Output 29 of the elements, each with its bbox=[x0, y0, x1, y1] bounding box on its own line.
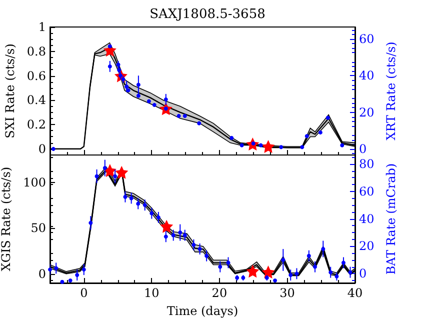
y2-tick-label: 60 bbox=[359, 32, 374, 46]
y-tick-label: 0.4 bbox=[26, 93, 46, 108]
y-tick-label: 0.6 bbox=[26, 68, 46, 83]
y-tick-label: 1 bbox=[38, 20, 46, 34]
y-tick-label: 0.8 bbox=[26, 44, 46, 58]
x-tick-label: 10 bbox=[144, 286, 160, 300]
y2-tick-label: 0 bbox=[359, 266, 367, 281]
x-tick-label: 20 bbox=[212, 286, 228, 300]
y2-tick-label: 40 bbox=[359, 212, 374, 226]
y2-axis-title: XRT Rate (cts/s) bbox=[384, 42, 398, 140]
y-tick-label: 50 bbox=[30, 221, 46, 236]
x-tick-label: 40 bbox=[347, 286, 363, 300]
y2-axis-title: BAT Rate (mCrab) bbox=[384, 163, 398, 275]
y-axis-title: SXI Rate (cts/s) bbox=[3, 44, 18, 138]
y-axis-title: XGIS Rate (cts/s) bbox=[0, 166, 14, 272]
y2-tick-label: 20 bbox=[359, 239, 374, 254]
y-tick-label: 0 bbox=[38, 142, 46, 156]
y-tick-label: 100 bbox=[23, 175, 46, 190]
y2-tick-label: 60 bbox=[359, 184, 374, 198]
x-axis-title: Time (days) bbox=[166, 304, 238, 318]
y2-tick-label: 20 bbox=[359, 105, 374, 120]
chart-title: SAXJ1808.5-3658 bbox=[150, 7, 266, 22]
y-tick-label: 0 bbox=[38, 266, 46, 281]
y2-tick-label: 80 bbox=[359, 156, 374, 171]
y2-tick-label: 0 bbox=[359, 142, 367, 156]
y-tick-label: 0.2 bbox=[26, 118, 46, 132]
y2-tick-label: 40 bbox=[359, 68, 374, 83]
x-tick-label: 0 bbox=[80, 286, 88, 300]
x-tick-label: 30 bbox=[280, 286, 295, 300]
